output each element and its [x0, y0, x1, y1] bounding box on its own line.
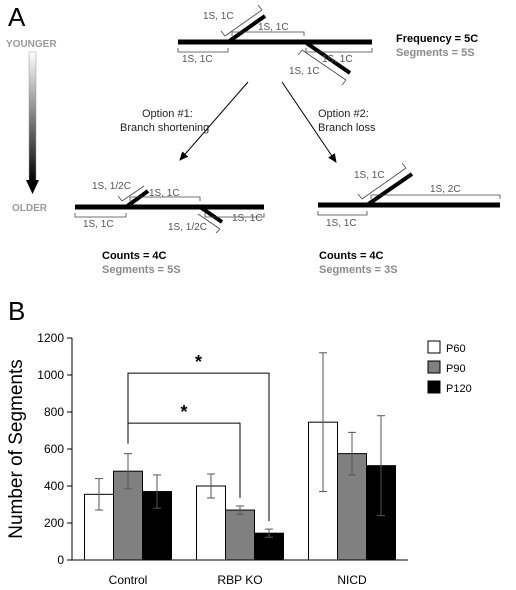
y-tick-label: 400 [44, 479, 64, 493]
x-category-label: Control [109, 573, 148, 587]
option2-title: Option #2: [318, 108, 369, 120]
y-axis-title: Number of Segments [6, 359, 27, 539]
y-tick-label: 600 [44, 442, 64, 456]
option1-segments: Segments = 5S [102, 264, 181, 276]
top-frequency: Frequency = 5C [396, 33, 478, 45]
legend-swatch-p90 [427, 360, 441, 374]
option2-subtitle: Branch loss [318, 122, 376, 134]
y-tick-label: 800 [44, 405, 64, 419]
legend-label-p90: P90 [446, 363, 466, 375]
segments-bar-chart: 0 200 400 600 800 1000 1200 Number of Segments C… [6, 331, 472, 587]
x-category-label: NICD [337, 573, 367, 587]
option2-branch-label-2: 1S, 2C [430, 184, 461, 195]
option2-branch-label-1: 1S, 1C [354, 170, 385, 181]
option1-branch-label-1: 1S, 1/2C [92, 181, 131, 192]
option1-title: Option #1: [142, 108, 193, 120]
age-gradient-bar [28, 51, 37, 183]
top-branch-label-3: 1S, 1C [182, 54, 213, 65]
age-younger-label: YOUNGER [6, 39, 57, 50]
option1-counts: Counts = 4C [102, 250, 167, 262]
top-branch-label-5: 1S, 1C [289, 66, 320, 77]
bar-rbp-ko-p90 [225, 509, 255, 561]
legend-label-p60: P60 [446, 343, 466, 355]
age-arrow-icon [26, 180, 39, 194]
legend-swatch-p60 [427, 340, 441, 354]
option1-branch-label-5: 1S, 1C [232, 213, 263, 224]
y-tick-label: 200 [44, 516, 64, 530]
y-tick-label: 0 [57, 553, 64, 567]
legend-swatch-p120 [427, 380, 441, 394]
x-category-label: RBP KO [217, 573, 262, 587]
option2-branch-label-3: 1S, 1C [326, 218, 357, 229]
top-segments: Segments = 5S [396, 47, 475, 59]
option1-branch-label-2: 1S, 1C [149, 188, 180, 199]
age-older-label: OLDER [12, 203, 48, 214]
significance-bracket [127, 372, 270, 522]
option1-branch-label-4: 1S, 1/2C [168, 222, 207, 233]
option1-arrow [179, 81, 249, 161]
top-branch-label-4: 1S, 1C [322, 54, 353, 65]
panel-a: A YOUNGER OLDER 1S, 1C 1S, 1C 1S, 1C 1S,… [6, 2, 501, 276]
option2-segments: Segments = 3S [319, 264, 398, 276]
option1-dendrite-diagram: 1S, 1/2C 1S, 1C 1S, 1C 1S, 1/2C 1S, 1C [74, 181, 265, 234]
top-branch-label-1: 1S, 1C [203, 11, 234, 22]
y-tick-label: 1200 [37, 331, 64, 345]
option2-arrow [281, 81, 337, 163]
option2-counts: Counts = 4C [319, 250, 384, 262]
top-branch-label-2: 1S, 1C [258, 22, 289, 33]
significance-star: * [180, 402, 187, 422]
panel-b-letter: B [8, 296, 25, 326]
option1-branch-label-3: 1S, 1C [83, 219, 114, 230]
panel-b: B 0 200 400 600 800 1000 1200 Number of Segment… [6, 296, 472, 587]
top-dendrite-diagram: 1S, 1C 1S, 1C 1S, 1C 1S, 1C 1S, 1C [177, 4, 373, 86]
significance-star: * [195, 352, 202, 372]
option1-subtitle: Branch shortening [120, 122, 209, 134]
y-tick-label: 1000 [37, 368, 64, 382]
panel-a-letter: A [8, 2, 26, 32]
option2-dendrite-diagram: 1S, 1C 1S, 2C 1S, 1C [317, 162, 501, 229]
legend-label-p120: P120 [446, 383, 472, 395]
